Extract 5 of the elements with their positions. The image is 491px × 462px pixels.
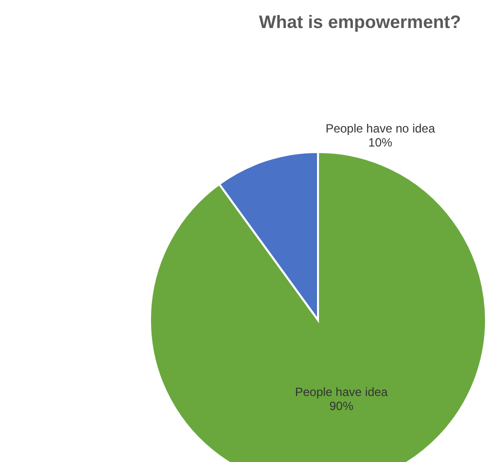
slice-label: People have idea: [294, 384, 388, 399]
data-label: 10%: [368, 135, 393, 150]
slice-label: People have no idea: [326, 121, 436, 136]
data-label: 90%: [329, 398, 354, 413]
chart-title: What is empowerment?: [258, 12, 461, 32]
